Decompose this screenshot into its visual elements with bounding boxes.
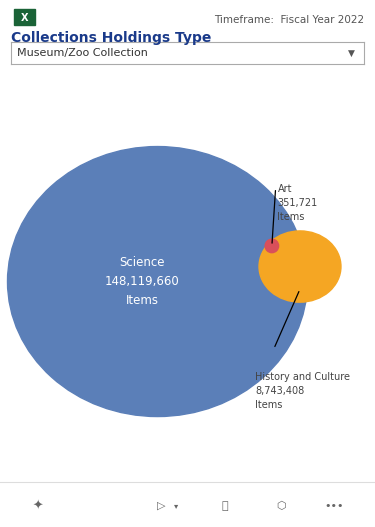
Text: Collections Holdings Type: Collections Holdings Type [11,31,211,45]
Text: ▷: ▷ [157,501,165,511]
Circle shape [265,239,279,252]
Text: Science
148,119,660
Items: Science 148,119,660 Items [105,256,180,307]
Ellipse shape [259,231,341,302]
Text: ▾: ▾ [174,501,178,510]
Text: ⬜: ⬜ [222,501,228,511]
Text: ⬡: ⬡ [276,501,286,511]
Text: History and Culture
8,743,408
Items: History and Culture 8,743,408 Items [255,372,350,409]
Text: ▼: ▼ [348,48,355,58]
Text: X: X [21,13,28,23]
Text: •••: ••• [324,501,344,511]
Text: ✦: ✦ [32,499,43,512]
Text: Timeframe:  Fiscal Year 2022: Timeframe: Fiscal Year 2022 [214,15,364,25]
Bar [14,9,35,25]
Text: Art
351,721
Items: Art 351,721 Items [278,184,318,222]
Text: Museum/Zoo Collection: Museum/Zoo Collection [16,48,147,58]
Ellipse shape [8,147,308,416]
